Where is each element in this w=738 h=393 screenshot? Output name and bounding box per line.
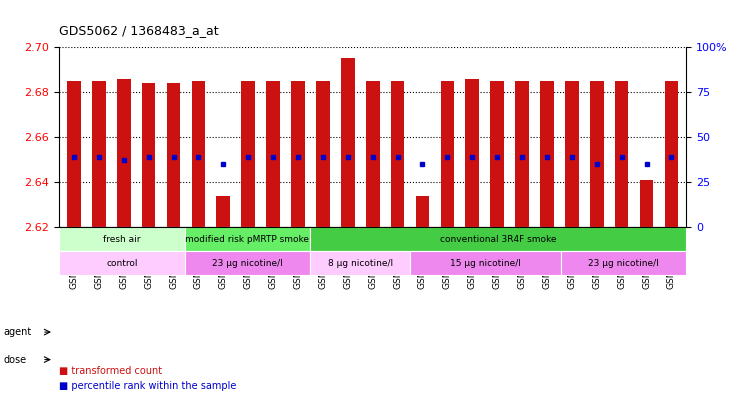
Text: fresh air: fresh air xyxy=(103,235,140,244)
Bar xyxy=(216,196,230,227)
Bar xyxy=(310,251,410,275)
Bar xyxy=(192,81,205,227)
Text: control: control xyxy=(106,259,137,268)
Bar xyxy=(59,227,184,251)
Bar xyxy=(366,81,379,227)
Text: 8 μg nicotine/l: 8 μg nicotine/l xyxy=(328,259,393,268)
Bar xyxy=(390,81,404,227)
Text: ■ transformed count: ■ transformed count xyxy=(59,366,162,376)
Bar xyxy=(540,81,554,227)
Bar xyxy=(184,227,310,251)
Text: GDS5062 / 1368483_a_at: GDS5062 / 1368483_a_at xyxy=(59,24,218,37)
Bar xyxy=(490,81,504,227)
Bar xyxy=(316,81,330,227)
Bar xyxy=(142,83,156,227)
Bar xyxy=(590,81,604,227)
Bar xyxy=(515,81,529,227)
Text: 23 μg nicotine/l: 23 μg nicotine/l xyxy=(212,259,283,268)
Text: 23 μg nicotine/l: 23 μg nicotine/l xyxy=(588,259,659,268)
Bar xyxy=(117,79,131,227)
Bar xyxy=(561,251,686,275)
Text: 15 μg nicotine/l: 15 μg nicotine/l xyxy=(450,259,521,268)
Bar xyxy=(292,81,305,227)
Bar xyxy=(640,180,653,227)
Bar xyxy=(415,196,430,227)
Bar xyxy=(664,81,678,227)
Bar xyxy=(59,251,184,275)
Bar xyxy=(167,83,180,227)
Bar xyxy=(92,81,106,227)
Bar xyxy=(266,81,280,227)
Text: dose: dose xyxy=(4,354,27,365)
Text: modified risk pMRTP smoke: modified risk pMRTP smoke xyxy=(185,235,309,244)
Bar xyxy=(341,59,355,227)
Text: ■ percentile rank within the sample: ■ percentile rank within the sample xyxy=(59,381,236,391)
Bar xyxy=(441,81,454,227)
Bar xyxy=(410,251,561,275)
Bar xyxy=(184,251,310,275)
Bar xyxy=(241,81,255,227)
Bar xyxy=(615,81,629,227)
Text: agent: agent xyxy=(4,327,32,337)
Bar xyxy=(310,227,686,251)
Bar xyxy=(565,81,579,227)
Bar xyxy=(67,81,81,227)
Text: conventional 3R4F smoke: conventional 3R4F smoke xyxy=(440,235,556,244)
Bar xyxy=(466,79,479,227)
